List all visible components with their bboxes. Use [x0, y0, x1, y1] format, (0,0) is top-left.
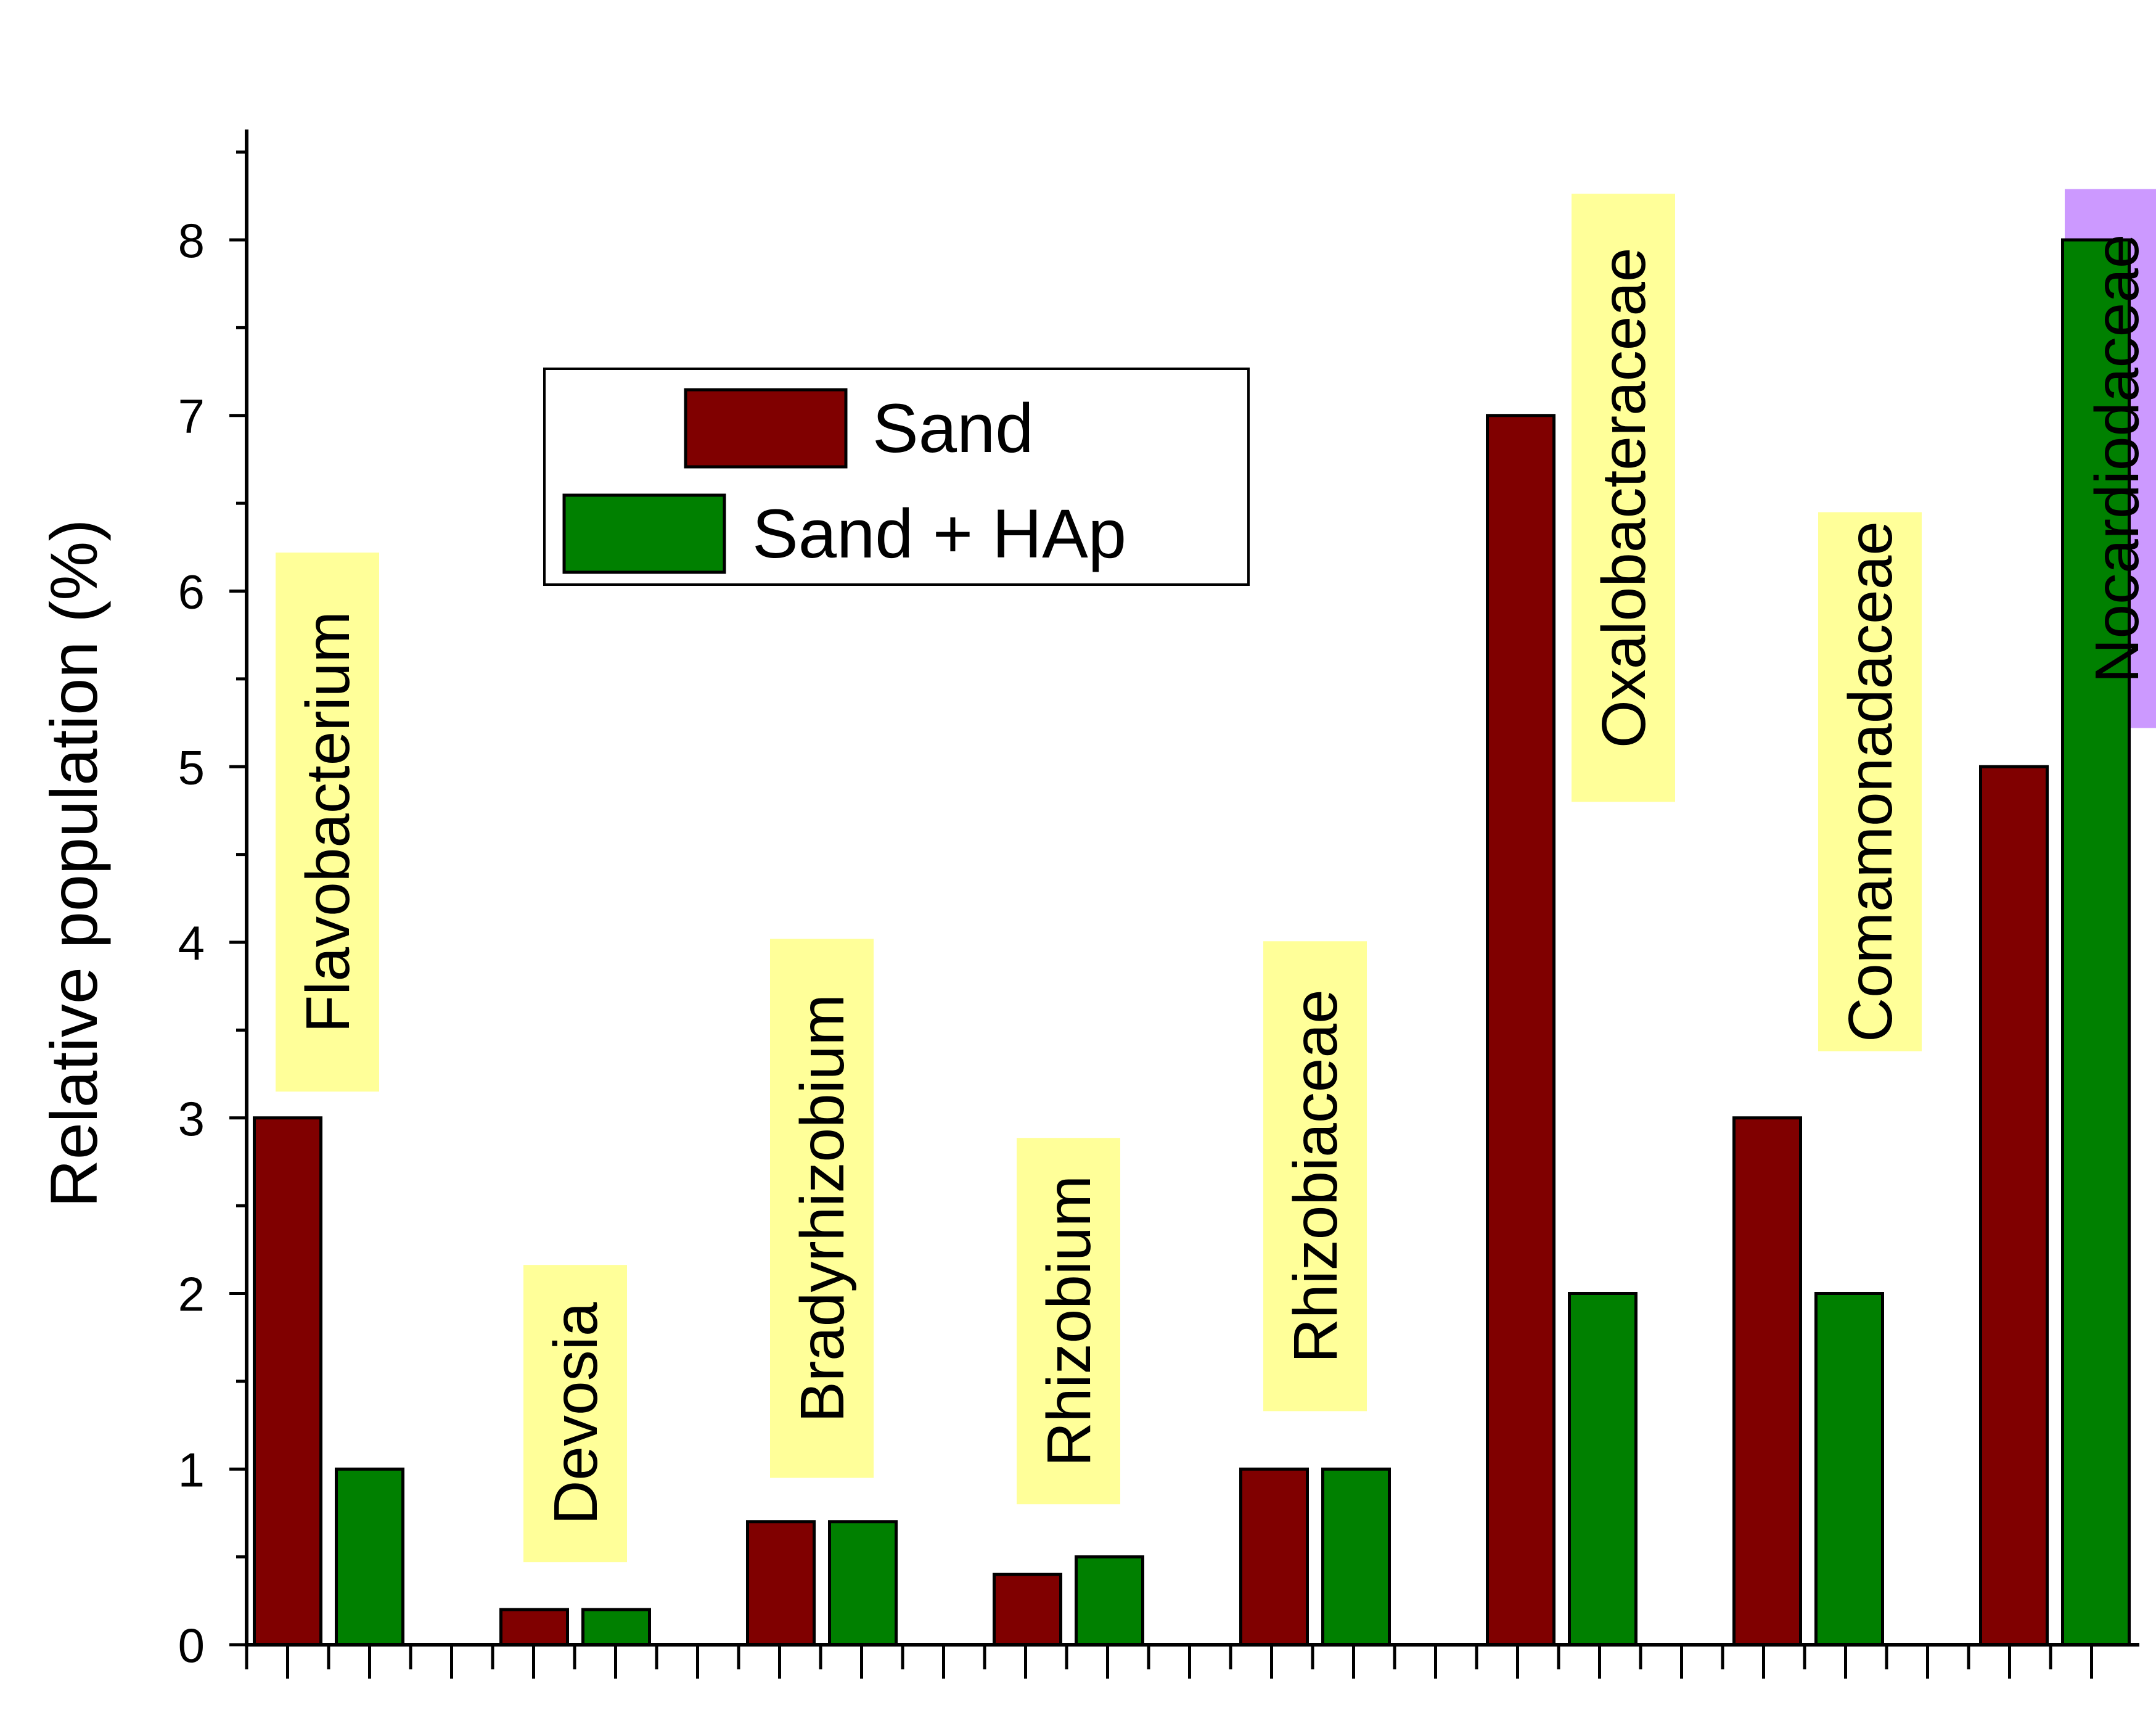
bar-sand-flavobacterium	[253, 1116, 322, 1647]
bar-sand-comamonadaceae	[1732, 1116, 1802, 1647]
label-highlight-comamonadaceae	[1818, 512, 1922, 1051]
label-highlight-devosia	[523, 1265, 627, 1563]
legend-swatch-sand	[684, 388, 848, 469]
label-highlight-bradyrhizobium	[770, 939, 874, 1478]
y-tick-label: 3	[178, 1092, 205, 1146]
category-label-oxalobacteraceae: Oxalobacteraceae	[1589, 247, 1658, 748]
category-label-comamonadaceae: Comamonadaceae	[1836, 521, 1905, 1042]
category-label-nocardiodaceae: Nocardiodaceae	[2083, 234, 2152, 683]
legend-label-sand: Sand	[872, 390, 1034, 467]
category-label-flavobacterium: Flavobacterium	[293, 611, 363, 1033]
x-ticks	[245, 1645, 2093, 1679]
bars	[253, 238, 2131, 1647]
category-label-rhizobiaceae: Rhizobiaceae	[1281, 989, 1350, 1363]
category-label-bradyrhizobium: Bradyrhizobium	[788, 994, 857, 1423]
y-axis-label: Relative population (%)	[36, 519, 111, 1208]
category-label-devosia: Devosia	[541, 1302, 610, 1525]
bar-sand-hap-rhizobiaceae	[1321, 1467, 1391, 1647]
legend: Sand Sand + HAp	[543, 368, 1250, 586]
bar-sand-hap-comamonadaceae	[1814, 1292, 1884, 1647]
legend-swatch-sand-hap	[562, 493, 726, 574]
y-tick-label: 8	[178, 213, 205, 268]
label-highlight-flavobacterium	[276, 553, 379, 1092]
y-tick-label: 4	[178, 916, 205, 970]
category-label-rhizobium: Rhizobium	[1035, 1175, 1104, 1466]
y-tick-label: 5	[178, 740, 205, 794]
category-labels: Flavobacterium Devosia Bradyrhizobium Rhizo…	[293, 234, 2152, 1524]
label-highlight-rhizobiaceae	[1263, 941, 1367, 1412]
bar-sand-hap-devosia	[581, 1608, 651, 1647]
legend-label-sand-hap: Sand + HAp	[752, 495, 1126, 572]
label-highlight-rhizobium	[1017, 1138, 1120, 1505]
y-tick-label: 1	[178, 1442, 205, 1497]
bar-sand-hap-nocardiodaceae	[2061, 238, 2131, 1647]
y-ticks: 0 1 2 3 4 5 6 7 8	[178, 150, 247, 1672]
bar-sand-rhizobium	[993, 1573, 1062, 1647]
bar-sand-hap-bradyrhizobium	[828, 1520, 898, 1647]
bar-sand-hap-oxalobacteraceae	[1568, 1292, 1637, 1647]
bar-sand-bradyrhizobium	[746, 1520, 816, 1647]
y-tick-label: 6	[178, 565, 205, 619]
bar-sand-hap-flavobacterium	[335, 1467, 404, 1647]
axes	[245, 130, 2139, 1647]
label-highlight-oxalobacteraceae	[1572, 194, 1675, 802]
bar-sand-nocardiodaceae	[1979, 765, 2049, 1647]
bar-sand-oxalobacteraceae	[1486, 414, 1556, 1647]
y-tick-label: 0	[178, 1618, 205, 1672]
y-tick-label: 2	[178, 1267, 205, 1322]
bar-sand-rhizobiaceae	[1239, 1467, 1309, 1647]
bar-sand-hap-rhizobium	[1075, 1555, 1144, 1647]
y-tick-label: 7	[178, 389, 205, 443]
bar-sand-devosia	[499, 1608, 569, 1647]
